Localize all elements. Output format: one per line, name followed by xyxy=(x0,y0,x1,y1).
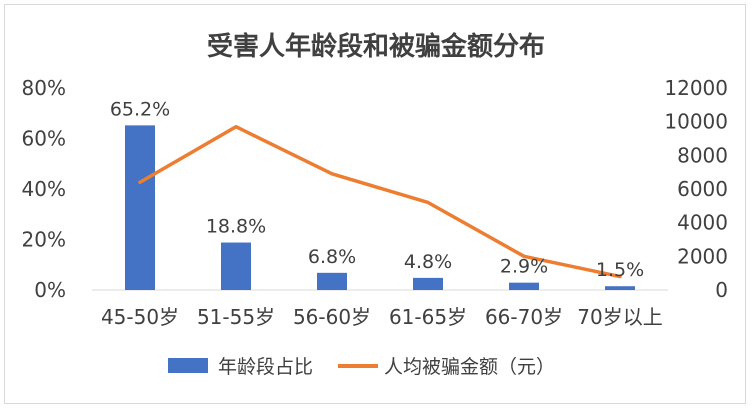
bar xyxy=(605,286,635,290)
bar-data-label: 1.5% xyxy=(596,259,644,281)
bar xyxy=(413,277,443,290)
left-axis-tick: 20% xyxy=(22,228,66,252)
right-axis-tick: 8000 xyxy=(677,143,728,167)
left-axis-tick: 60% xyxy=(22,127,66,151)
right-axis-tick: 12000 xyxy=(664,76,728,100)
category-label: 56-60岁 xyxy=(293,305,371,329)
right-axis-tick: 6000 xyxy=(677,177,728,201)
category-label: 51-55岁 xyxy=(197,305,275,329)
legend-label-line: 人均被骗金额（元） xyxy=(384,356,555,378)
right-axis-tick: 4000 xyxy=(677,211,728,235)
right-axis: 0 2000 4000 6000 8000 10000 12000 xyxy=(664,76,728,302)
left-axis-tick: 40% xyxy=(22,177,66,201)
bar xyxy=(125,125,155,291)
legend: 年龄段占比 人均被骗金额（元） xyxy=(168,356,555,378)
bar-data-label: 4.8% xyxy=(404,251,452,273)
right-axis-tick: 0 xyxy=(715,278,728,302)
legend-label-bar: 年龄段占比 xyxy=(218,356,313,378)
bar xyxy=(317,272,347,290)
right-axis-tick: 10000 xyxy=(664,110,728,134)
category-label: 70岁以上 xyxy=(577,305,662,329)
line-path xyxy=(138,124,622,279)
left-axis: 0% 20% 40% 60% 80% xyxy=(22,76,66,302)
bar-data-label: 6.8% xyxy=(308,246,356,268)
bar-series xyxy=(125,125,635,291)
chart-title: 受害人年龄段和被骗金额分布 xyxy=(207,31,545,62)
right-axis-tick: 2000 xyxy=(677,244,728,268)
bar xyxy=(221,242,251,290)
category-axis: 45-50岁 51-55岁 56-60岁 61-65岁 66-70岁 70岁以上 xyxy=(101,305,663,329)
bar-data-label: 18.8% xyxy=(206,216,266,238)
bar xyxy=(509,282,539,290)
line-series xyxy=(138,124,622,279)
left-axis-tick: 0% xyxy=(34,278,66,302)
left-axis-tick: 80% xyxy=(22,76,66,100)
bar-data-labels: 65.2% 18.8% 6.8% 4.8% 2.9% 1.5% xyxy=(110,98,644,281)
bar-data-label: 2.9% xyxy=(500,256,548,278)
category-label: 45-50岁 xyxy=(101,305,179,329)
bar-data-label: 65.2% xyxy=(110,98,170,120)
category-label: 66-70岁 xyxy=(485,305,563,329)
category-label: 61-65岁 xyxy=(389,305,467,329)
legend-swatch-bar xyxy=(168,358,208,373)
